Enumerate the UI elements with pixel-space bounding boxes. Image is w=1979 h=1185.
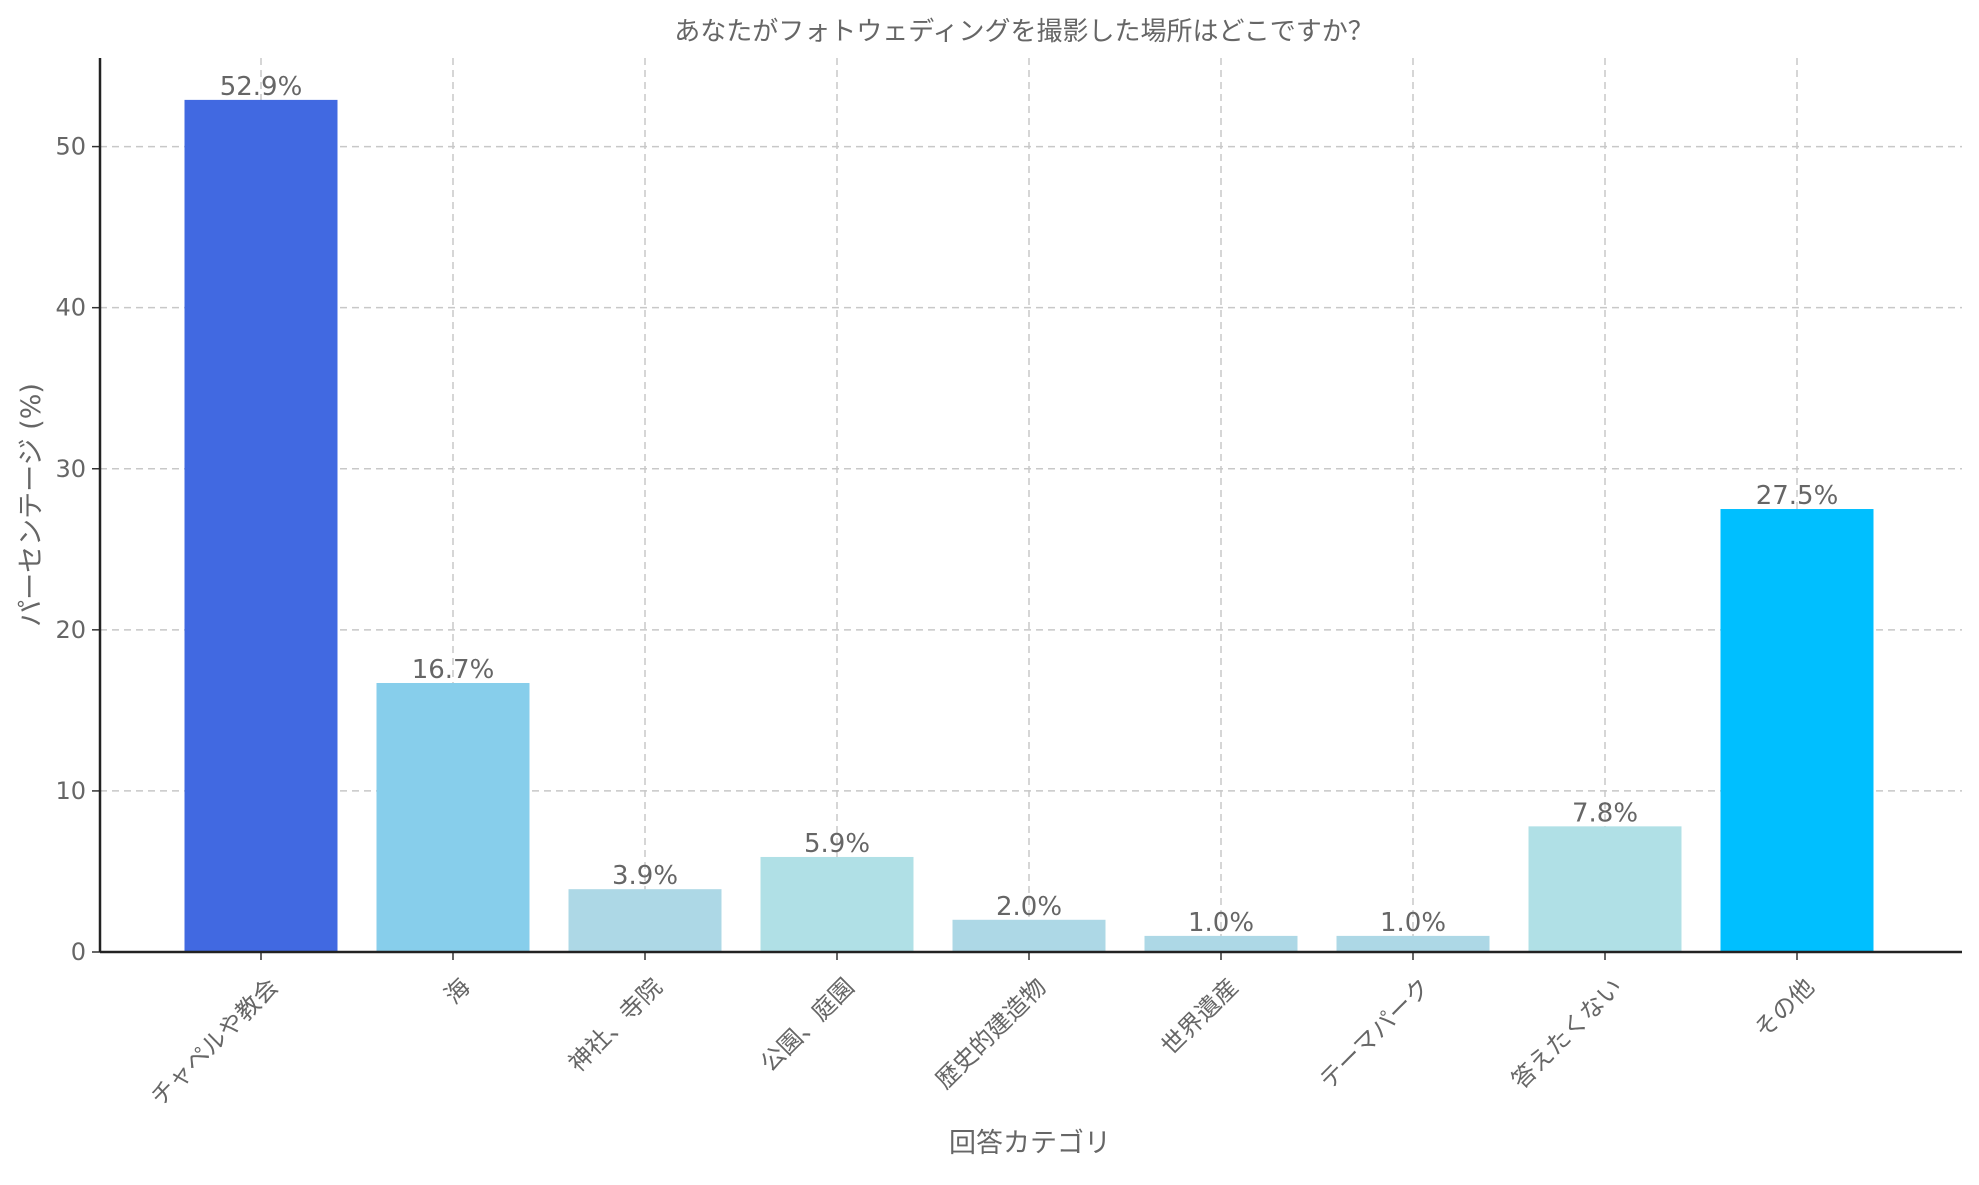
bar-value-label: 16.7% <box>412 655 495 685</box>
bar-value-label: 1.0% <box>1380 908 1446 938</box>
bar-value-label: 52.9% <box>220 72 303 102</box>
bar <box>1336 935 1490 952</box>
bar <box>760 856 914 952</box>
bar <box>952 919 1106 952</box>
bar <box>376 682 530 952</box>
x-category-label: 神社、寺院 <box>563 973 668 1078</box>
x-category-label: 歴史的建造物 <box>930 973 1052 1095</box>
chart-title: あなたがフォトウェディングを撮影した場所はどこですか？ <box>674 17 1373 47</box>
bar <box>184 99 338 952</box>
x-axis-title: 回答カテゴリ <box>949 1128 1111 1159</box>
axis-layer <box>92 58 1962 960</box>
y-tick-label: 0 <box>71 938 86 966</box>
bar-value-label: 7.8% <box>1572 798 1638 828</box>
bar-value-label: 5.9% <box>804 829 870 859</box>
y-tick-label: 30 <box>55 455 86 483</box>
x-category-label: テーマパーク <box>1314 973 1436 1095</box>
bar <box>568 889 722 952</box>
bar <box>1144 935 1298 952</box>
x-category-label: チャペルや教会 <box>145 973 283 1111</box>
bar-value-label: 1.0% <box>1188 908 1254 938</box>
bar-layer <box>184 99 1874 952</box>
x-category-label: その他 <box>1749 973 1820 1044</box>
x-category-label: 海 <box>439 973 476 1010</box>
bar <box>1720 509 1874 952</box>
y-tick-label: 50 <box>55 133 86 161</box>
y-axis-title: パーセンテージ (%) <box>16 383 47 627</box>
x-category-label: 答えたくない <box>1506 973 1628 1095</box>
bar-value-label: 3.9% <box>612 861 678 891</box>
x-category-label: 世界遺産 <box>1156 973 1244 1061</box>
bar-value-label: 2.0% <box>996 892 1062 922</box>
y-tick-label: 40 <box>55 294 86 322</box>
bar-value-label: 27.5% <box>1756 481 1839 511</box>
y-tick-label: 10 <box>55 777 86 805</box>
bar <box>1528 826 1682 952</box>
x-category-label: 公園、庭園 <box>755 973 860 1078</box>
y-tick-label: 20 <box>55 616 86 644</box>
